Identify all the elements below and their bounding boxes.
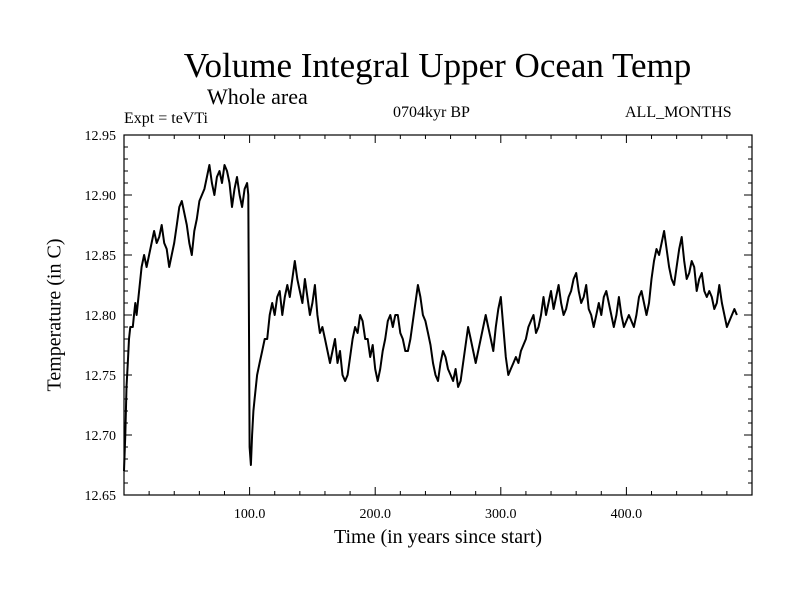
chart-subtitle: Whole area: [207, 84, 308, 109]
y-tick-label: 12.80: [85, 309, 117, 324]
chart-title: Volume Integral Upper Ocean Temp: [183, 46, 692, 85]
x-tick-label: 200.0: [359, 507, 391, 522]
x-axis-label: Time (in years since start): [333, 526, 543, 548]
y-tick-label: 12.95: [85, 129, 117, 144]
plot-frame: [123, 134, 753, 496]
experiment-annotation: Expt = teVTi: [124, 110, 208, 127]
series-line-temperature: [123, 164, 738, 472]
x-tick-label: 400.0: [611, 507, 643, 522]
months-annotation: ALL_MONTHS: [625, 104, 732, 121]
y-tick-label: 12.65: [85, 489, 117, 504]
x-tick-label: 100.0: [234, 507, 266, 522]
y-tick-label: 12.85: [85, 249, 117, 264]
x-tick-label: 300.0: [485, 507, 517, 522]
y-tick-label: 12.75: [85, 369, 117, 384]
y-tick-label: 12.70: [85, 429, 117, 444]
period-annotation: 0704kyr BP: [393, 104, 470, 121]
y-tick-label: 12.90: [85, 189, 117, 204]
